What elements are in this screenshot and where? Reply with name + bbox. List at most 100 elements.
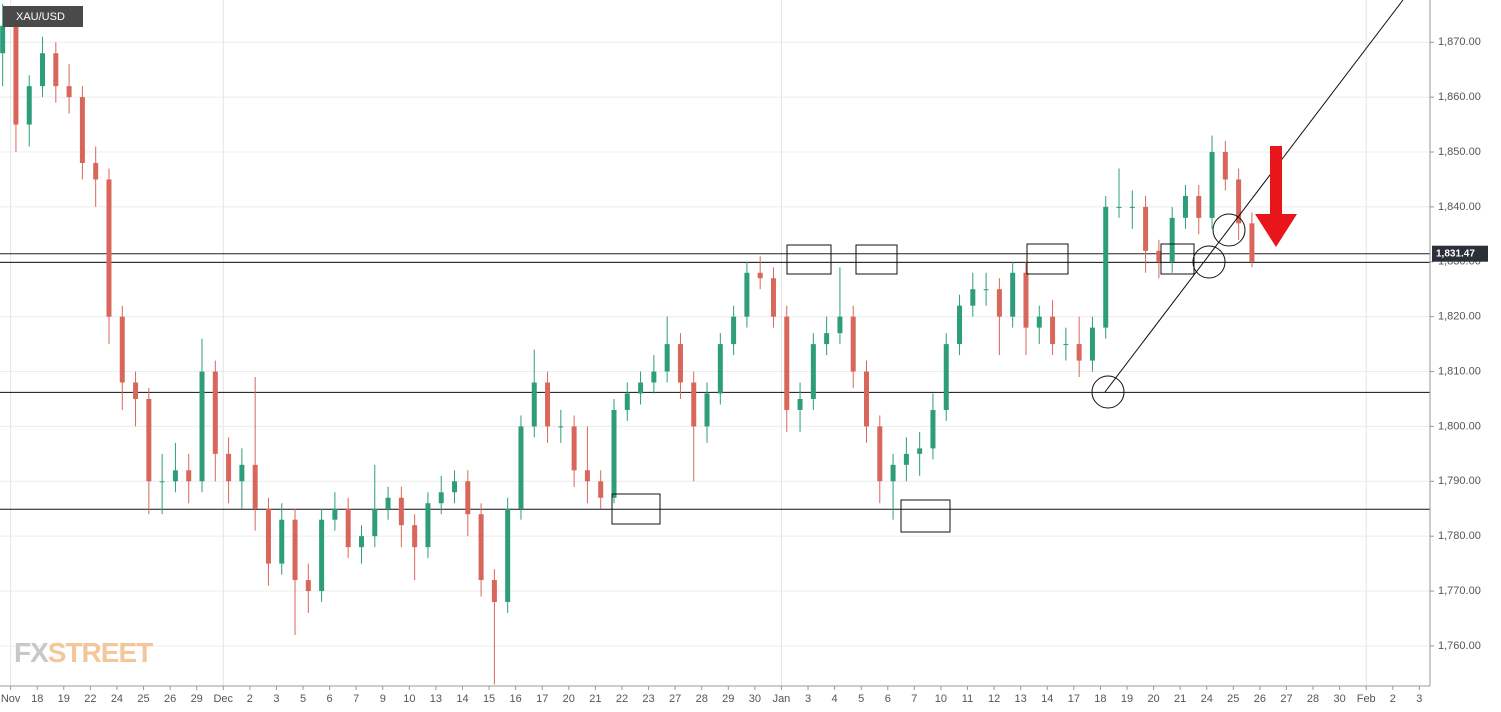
y-tick-label: 1,860.00 [1438,91,1481,103]
candle-body [332,508,338,520]
x-tick-label: 19 [1121,693,1133,705]
x-tick-label: 10 [935,693,947,705]
x-tick-label: 6 [327,693,333,705]
candle-body [226,453,232,482]
y-tick-label: 1,810.00 [1438,365,1481,377]
logo: FXSTREET [14,637,153,668]
axes: 1,760.00 1,770.00 1,780.00 1,790.00 1,800.00… [1,36,1488,705]
x-tick-label: 3 [273,693,279,705]
candle-body [611,409,617,498]
x-tick-label: 13 [430,693,442,705]
x-tick-label: 29 [191,693,203,705]
candle-body [1089,327,1095,361]
candle-body [491,580,497,603]
candle-body [531,382,537,427]
candle-body [598,481,604,498]
circle [1212,213,1246,247]
x-tick-label: 14 [1041,693,1053,705]
box [855,244,898,275]
x-tick-label: 20 [1147,693,1159,705]
candle-body [890,464,896,482]
x-tick-label: Nov [1,693,21,705]
candle-body [850,316,856,372]
candle-body [1036,316,1042,328]
candle-body [186,470,192,482]
candle-body [970,289,976,306]
x-tick-label: 3 [805,693,811,705]
x-tick-label: 28 [1307,693,1319,705]
candle-body [292,519,298,581]
candle-body [518,426,524,509]
y-tick-label: 1,870.00 [1438,36,1481,48]
x-tick-label: 15 [483,693,495,705]
annotations [611,0,1404,533]
circle [1192,245,1226,279]
x-tick-label: 3 [1416,693,1422,705]
box [786,244,832,275]
candle-body [903,453,909,465]
candle-body [757,272,763,279]
candle-body [983,289,989,291]
x-tick-label: 20 [563,693,575,705]
candle-body [824,333,830,345]
candle-body [505,508,511,603]
candle-body [1182,195,1188,218]
x-tick-label: 7 [911,693,917,705]
x-tick-label: 5 [858,693,864,705]
candle-body [385,497,391,509]
candle-body [1103,206,1109,328]
candle-body [305,580,311,592]
grid [0,0,1430,686]
candle-body [1169,217,1175,262]
candle-body [638,382,644,394]
candle-body [279,519,285,564]
logo-fx: FX [14,637,49,668]
candle-body [40,53,46,87]
candle-body [996,289,1002,317]
circle [1091,375,1125,409]
x-tick-label: 19 [58,693,70,705]
candle-body [465,481,471,515]
candle-body [731,316,737,345]
x-tick-label: 2 [1390,693,1396,705]
candle-body [1143,206,1149,251]
candle-body [704,393,710,427]
x-tick-label: 30 [1334,693,1346,705]
candle-body [172,470,178,482]
x-tick-label: Dec [213,693,233,705]
candle-body [1222,152,1228,180]
candle-body [478,514,484,581]
candle-body [212,371,218,454]
box [900,499,951,533]
down-arrow [1255,146,1297,247]
candle-body [770,278,776,317]
y-tick-label: 1,770.00 [1438,585,1481,597]
candle-body [864,371,870,427]
candle-body [571,426,577,471]
x-tick-label: 22 [84,693,96,705]
candle-body [877,426,883,482]
candle-body [265,508,271,564]
candle-body [119,316,125,383]
candle-body [452,481,458,493]
candle-body [957,305,963,345]
logo-street: STREET [48,637,153,668]
candle-body [943,344,949,410]
candle-body [1156,250,1162,262]
last-price-tag [1432,245,1488,262]
x-tick-label: 21 [1174,693,1186,705]
candle-body [1209,152,1215,218]
x-tick-label: 25 [1227,693,1239,705]
candle-body [66,86,72,98]
x-tick-label: 22 [616,693,628,705]
candle-body [1063,344,1069,346]
candle-body [1076,344,1082,361]
x-tick-label: Feb [1357,693,1376,705]
x-tick-label: 6 [885,693,891,705]
x-tick-label: Jan [773,693,791,705]
x-tick-label: 11 [962,693,973,705]
x-tick-label: 24 [1201,693,1213,705]
x-tick-label: 24 [111,693,123,705]
candle-body [1236,179,1242,224]
